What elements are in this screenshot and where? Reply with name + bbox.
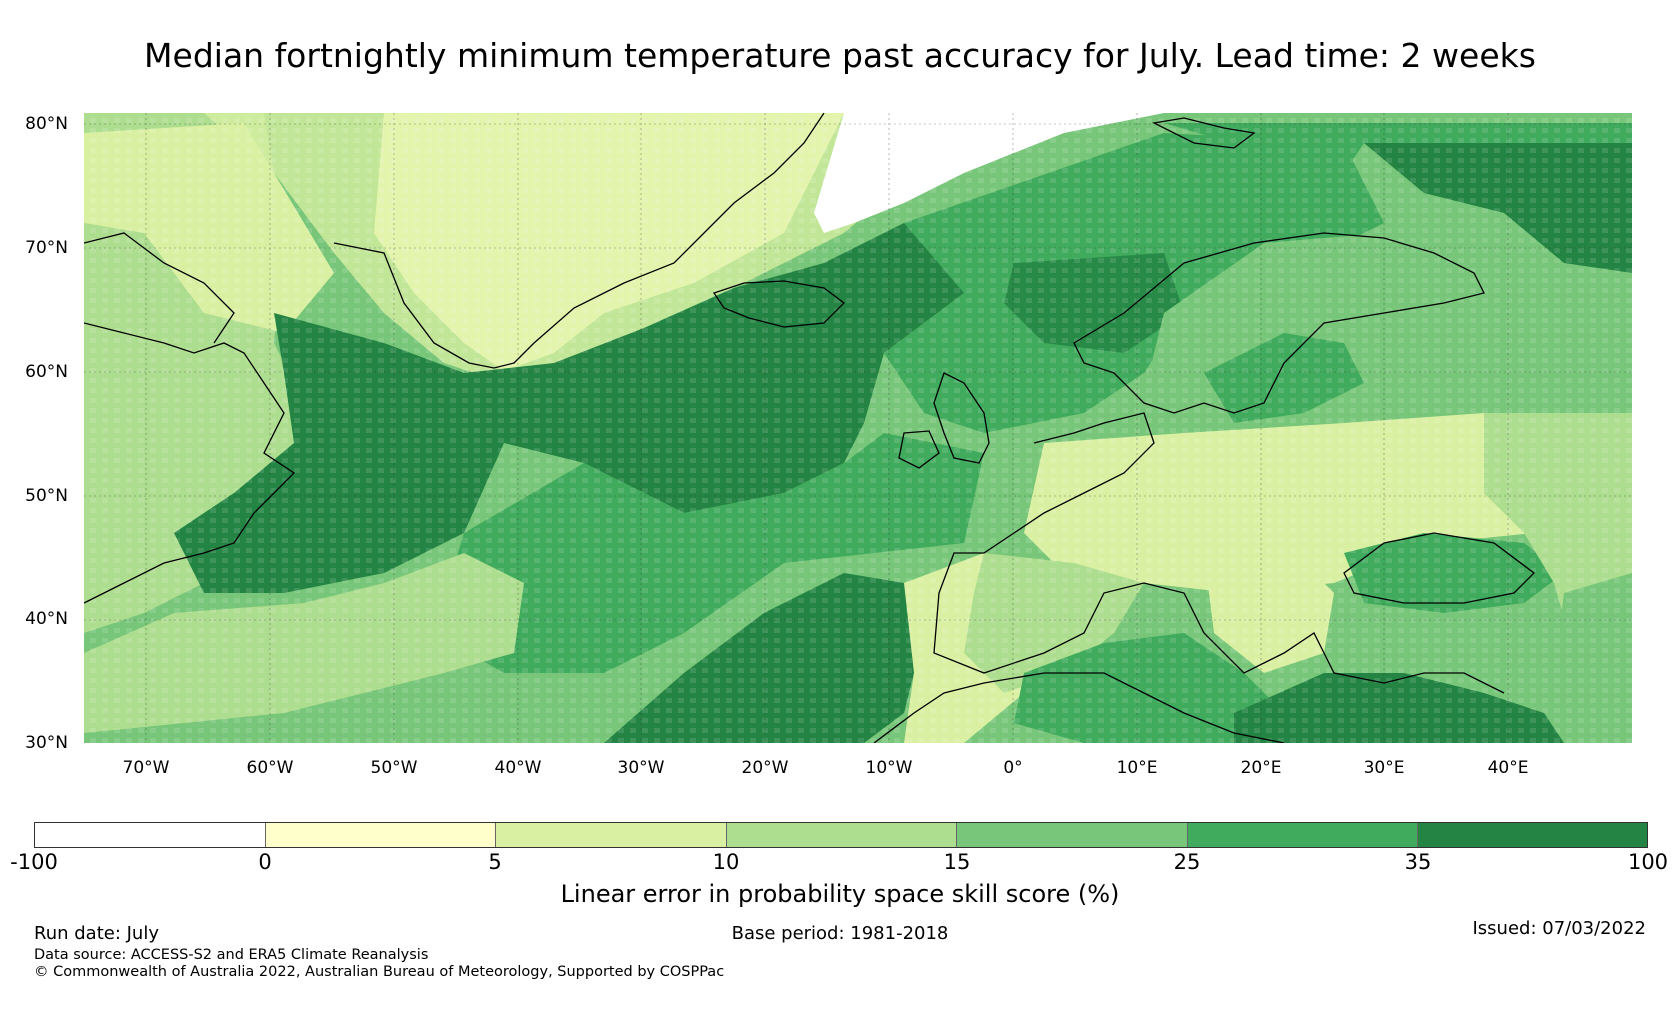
north-africa-coast [873, 672, 1285, 743]
skill-score-map [84, 113, 1632, 743]
lon-label-20e: 20°E [1240, 758, 1282, 778]
lon-label-30e: 30°E [1363, 758, 1405, 778]
colorbar-segment-negative [35, 823, 266, 847]
colorbar-segment-35-100 [1418, 823, 1647, 847]
lat-label-40n: 40°N [25, 609, 68, 629]
issued-date: Issued: 07/03/2022 [1472, 918, 1646, 939]
colorbar-segment-10-15 [726, 823, 958, 847]
greenland-coast [333, 113, 825, 369]
map-title: Median fortnightly minimum temperature p… [144, 36, 1536, 75]
graticule [84, 113, 1632, 743]
colorbar-tick-0: 0 [258, 850, 272, 874]
colorbar [34, 822, 1648, 848]
colorbar-label: Linear error in probability space skill … [560, 880, 1120, 908]
svalbard-coast [1151, 117, 1256, 149]
lon-label-30w: 30°W [617, 758, 665, 778]
colorbar-tick-100: 100 [1627, 850, 1669, 874]
lat-label-60n: 60°N [25, 362, 68, 382]
lat-label-70n: 70°N [25, 238, 68, 258]
colorbar-segment-0-5 [265, 823, 497, 847]
lat-label-50n: 50°N [25, 486, 68, 506]
lon-label-10w: 10°W [865, 758, 913, 778]
data-source: Data source: ACCESS-S2 and ERA5 Climate … [34, 947, 429, 963]
lon-label-60w: 60°W [246, 758, 294, 778]
british-isles-coast [898, 372, 990, 469]
colorbar-tick-5: 5 [488, 850, 502, 874]
lat-label-30n: 30°N [25, 733, 68, 753]
run-date: Run date: July [34, 923, 159, 944]
colorbar-tick-15: 15 [943, 850, 971, 874]
map-canvas [84, 113, 1632, 743]
colorbar-tick-25: 25 [1173, 850, 1201, 874]
black-sea-coast [1343, 532, 1535, 604]
lon-label-20w: 20°W [741, 758, 789, 778]
copyright: © Commonwealth of Australia 2022, Austra… [34, 964, 725, 980]
base-period: Base period: 1981-2018 [731, 923, 949, 944]
grid-texture [84, 113, 1632, 743]
coastlines [84, 113, 1535, 743]
lon-label-40w: 40°W [494, 758, 542, 778]
lon-label-50w: 50°W [370, 758, 418, 778]
iceland-coast [712, 280, 845, 328]
north-america-coast [84, 232, 296, 604]
colorbar-tick-minus100: -100 [10, 850, 58, 874]
lat-label-80n: 80°N [25, 114, 68, 134]
colorbar-segment-5-10 [496, 823, 727, 847]
europe-coast [933, 412, 1505, 694]
colorbar-tick-35: 35 [1404, 850, 1432, 874]
lon-label-70w: 70°W [122, 758, 170, 778]
lon-label-10e: 10°E [1116, 758, 1158, 778]
colorbar-segment-25-35 [1187, 823, 1419, 847]
lon-label-0: 0° [1003, 758, 1023, 778]
colorbar-segment-15-25 [957, 823, 1188, 847]
lon-label-40e: 40°E [1487, 758, 1529, 778]
colorbar-tick-10: 10 [712, 850, 740, 874]
